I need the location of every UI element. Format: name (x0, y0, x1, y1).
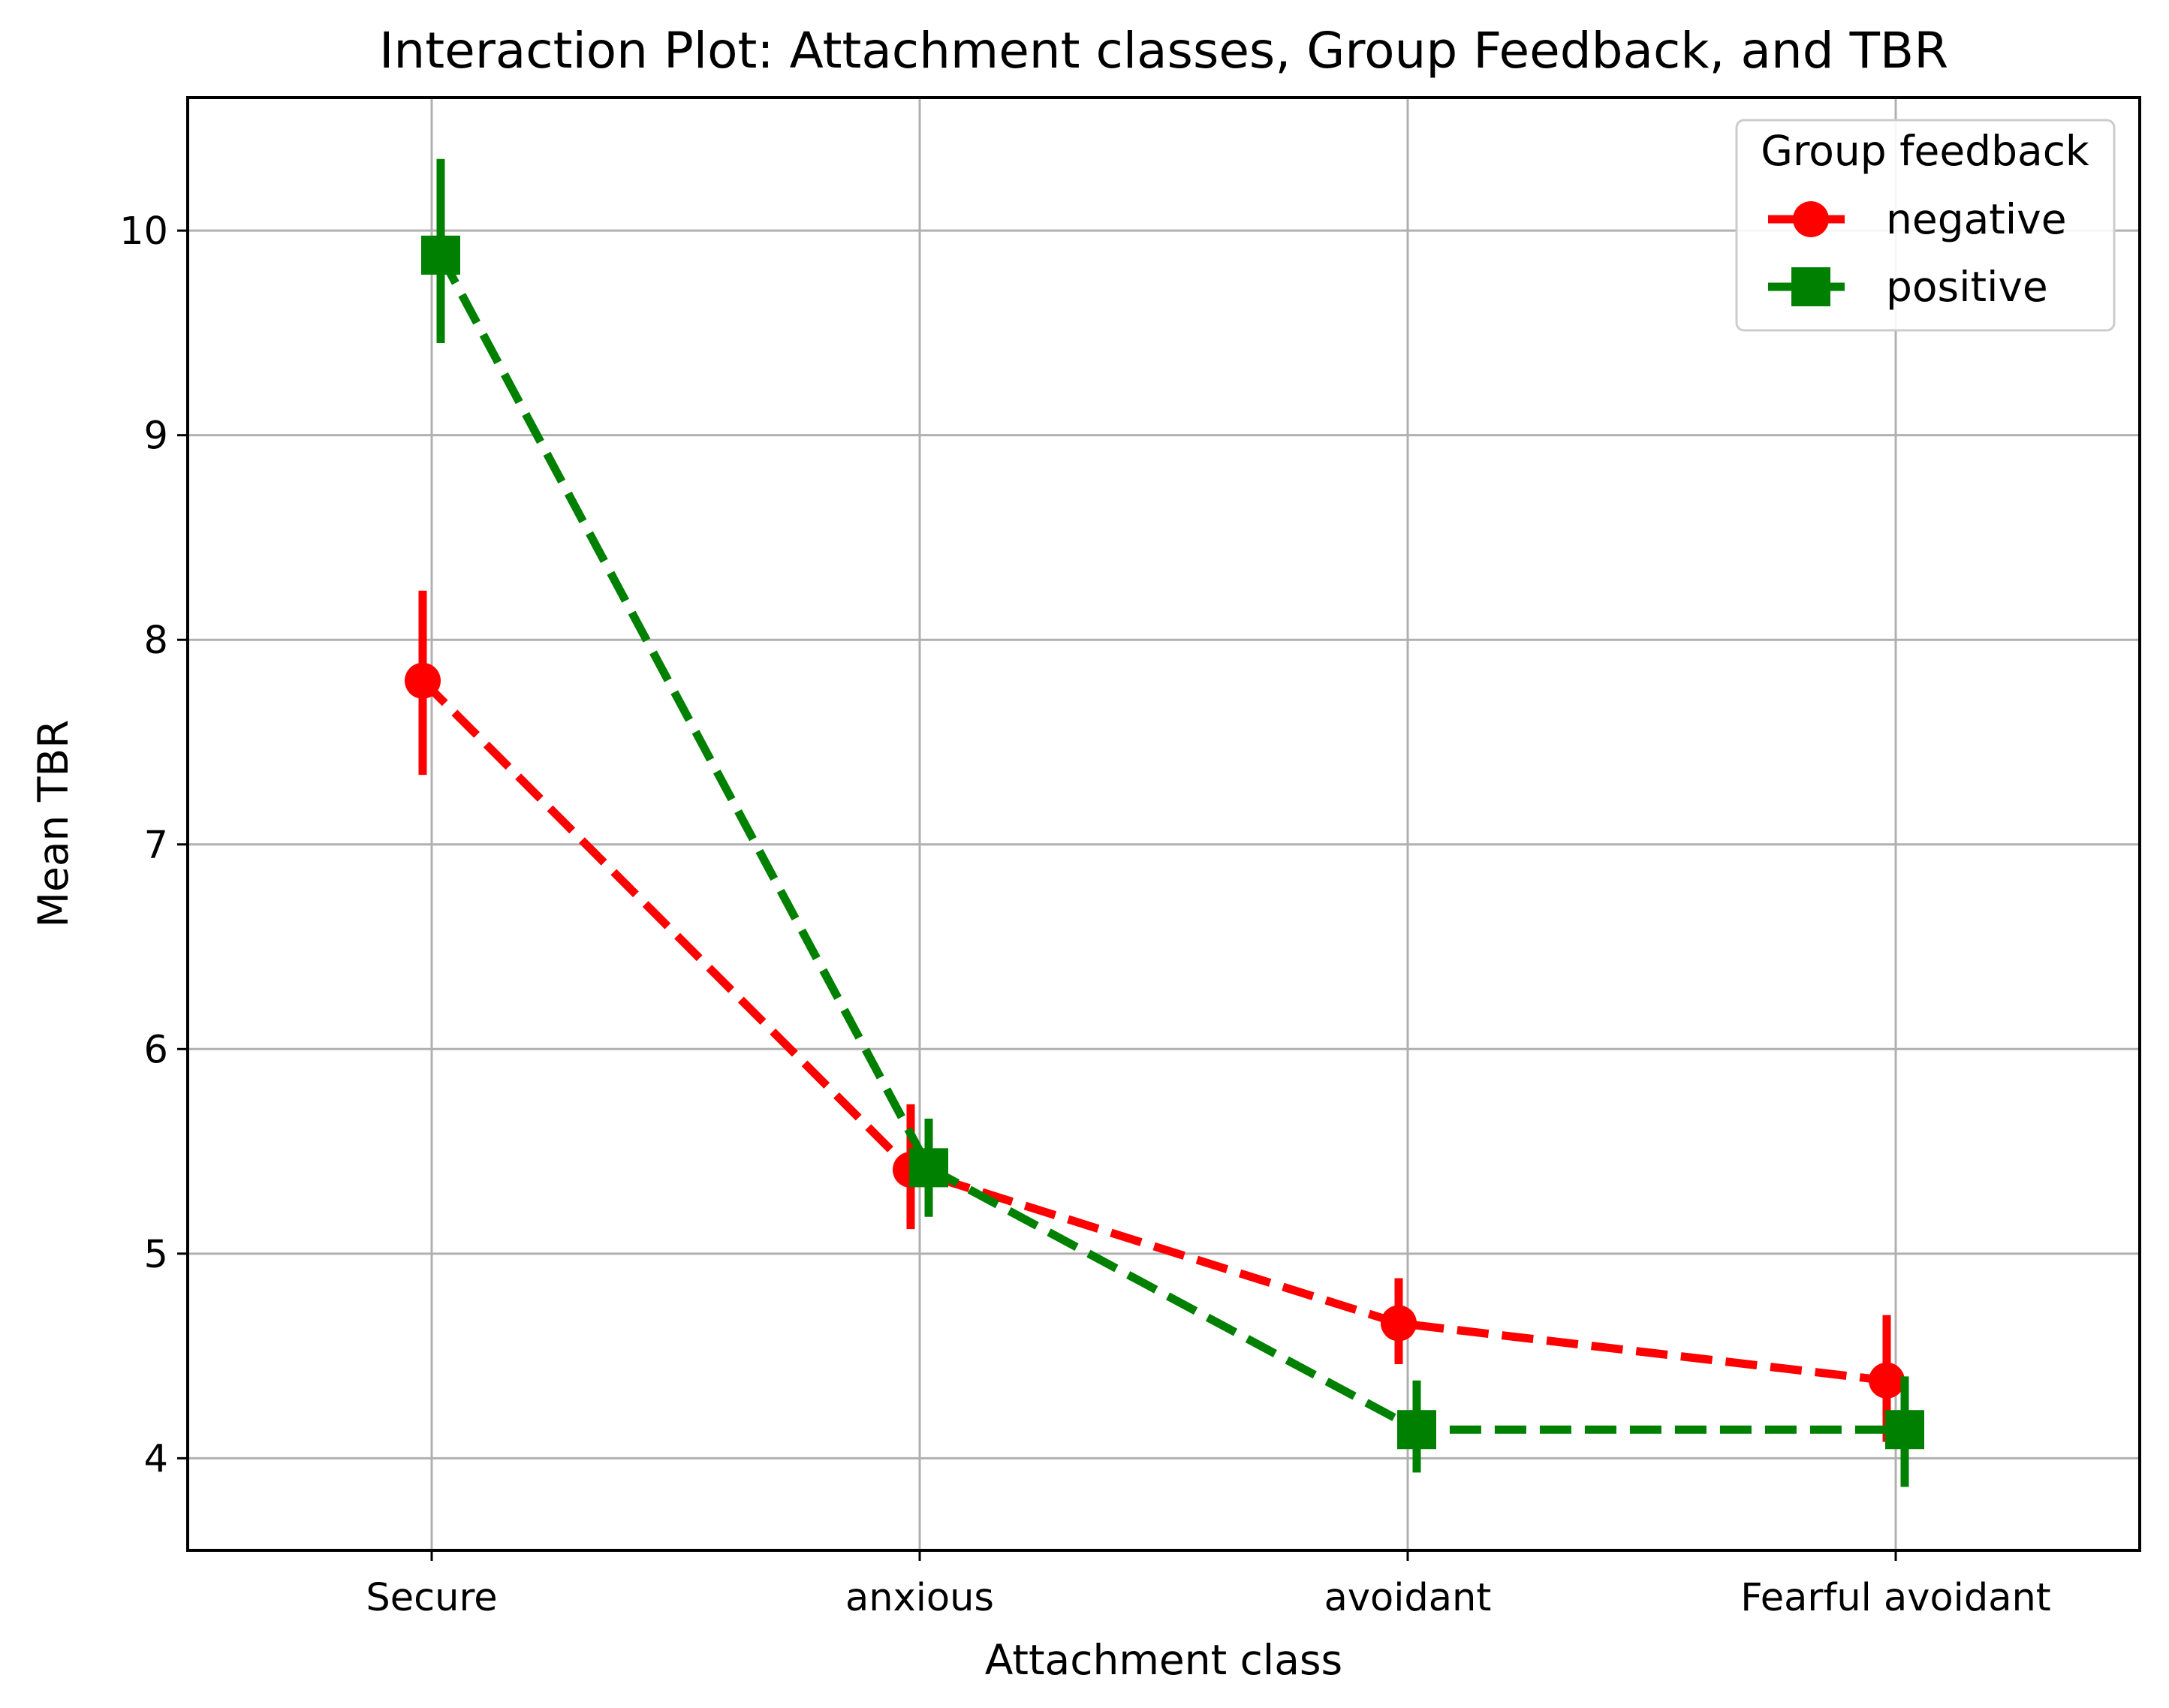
legend-label-positive: positive (1886, 263, 2048, 311)
legend-label-negative: negative (1886, 195, 2067, 243)
x-axis-label: Attachment class (985, 1636, 1342, 1684)
legend-title: Group feedback (1761, 127, 2089, 175)
legend: Group feedback negative positive (1735, 119, 2116, 332)
legend-entry-positive: positive (1768, 263, 2048, 311)
y-tick-label: 9 (144, 414, 168, 459)
legend-entry-negative: negative (1768, 195, 2067, 243)
x-tick-label: Secure (366, 1576, 497, 1620)
legend-marker-negative (1793, 201, 1829, 237)
chart-title: Interaction Plot: Attachment classes, Gr… (379, 22, 1948, 80)
point-positive (1885, 1410, 1924, 1450)
point-negative (1869, 1362, 1905, 1399)
y-axis-label: Mean TBR (29, 720, 77, 928)
y-tick-label: 8 (144, 619, 168, 663)
legend-box (1735, 119, 2116, 332)
legend-marker-positive (1791, 267, 1830, 306)
y-tick-label: 10 (119, 209, 168, 254)
series-line-positive (437, 253, 1905, 1434)
series-positive (421, 158, 1924, 1487)
point-positive (1397, 1410, 1436, 1450)
series-layer (405, 158, 1924, 1487)
point-positive (421, 235, 460, 275)
point-positive (909, 1148, 948, 1188)
y-tick-label: 5 (144, 1233, 168, 1277)
x-tick-label: Fearful avoidant (1740, 1576, 2051, 1620)
point-negative (1381, 1305, 1417, 1342)
y-tick-label: 4 (144, 1437, 168, 1481)
plot-frame (186, 96, 2141, 1552)
x-tick-label: avoidant (1324, 1576, 1492, 1620)
point-negative (405, 662, 441, 699)
y-tick-label: 6 (144, 1028, 168, 1072)
legend-entries: negative positive (1768, 195, 2067, 311)
series-line-negative (420, 677, 1887, 1385)
axis-ticks: Secure anxious avoidant Fearful avoidant 4 5 6… (119, 209, 2051, 1620)
y-tick-label: 7 (144, 824, 168, 868)
x-tick-label: anxious (845, 1576, 994, 1620)
